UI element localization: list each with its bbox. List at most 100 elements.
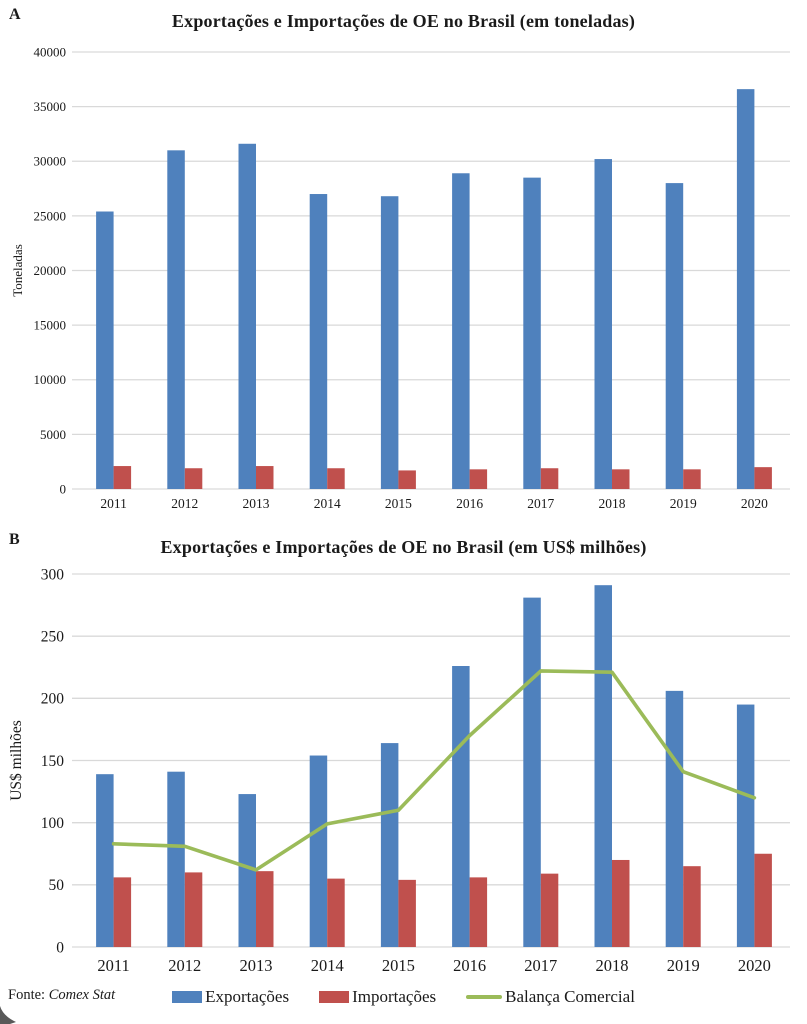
bar-importacoes-2019 xyxy=(683,469,701,489)
x-tick-label: 2011 xyxy=(97,956,129,975)
y-tick-label: 40000 xyxy=(34,44,67,59)
source-name: Comex Stat xyxy=(48,987,116,1003)
bar-importacoes-2020 xyxy=(754,467,772,489)
bar-exportacoes-2014 xyxy=(309,755,328,947)
page-curl-artifact-icon xyxy=(0,1006,16,1024)
source-note: Fonte: Comex Stat xyxy=(8,987,115,1004)
y-tick-label: 15000 xyxy=(34,318,67,333)
bar-importacoes-2014 xyxy=(327,468,345,489)
bar-exportacoes-2012 xyxy=(167,771,185,947)
x-tick-label: 2013 xyxy=(243,496,270,511)
bar-importacoes-2012 xyxy=(184,872,203,947)
legend-label-importacoes: Importações xyxy=(352,987,437,1006)
y-tick-label: 20000 xyxy=(34,263,67,278)
y-axis-title: US$ milhões xyxy=(8,720,25,801)
bar-importacoes-2013 xyxy=(256,871,274,947)
x-tick-label: 2018 xyxy=(599,496,626,511)
bar-exportacoes-2016 xyxy=(452,666,470,947)
bar-importacoes-2017 xyxy=(540,873,559,947)
bar-exportacoes-2011 xyxy=(96,211,114,489)
bar-exportacoes-2020 xyxy=(736,89,755,490)
x-tick-label: 2012 xyxy=(168,956,201,975)
bar-importacoes-2013 xyxy=(256,466,274,489)
bar-exportacoes-2012 xyxy=(167,150,185,489)
panel-b-label: B xyxy=(9,531,20,548)
y-tick-label: 35000 xyxy=(34,99,67,114)
legend-item-balanca: Balança Comercial xyxy=(466,987,635,1007)
y-tick-label: 100 xyxy=(41,815,65,832)
x-tick-label: 2018 xyxy=(596,956,629,975)
bar-exportacoes-2016 xyxy=(452,173,470,489)
balanca-comercial-line xyxy=(111,669,757,872)
bar-importacoes-2019 xyxy=(683,866,701,947)
legend-item-importacoes: Importações xyxy=(319,987,436,1007)
y-tick-label: 200 xyxy=(41,691,65,708)
x-tick-label: 2017 xyxy=(527,496,554,511)
y-tick-label: 0 xyxy=(56,939,64,956)
bar-exportacoes-2018 xyxy=(594,585,612,947)
bar-exportacoes-2013 xyxy=(238,143,256,489)
x-tick-label: 2015 xyxy=(382,956,415,975)
bar-exportacoes-2017 xyxy=(523,597,541,947)
bar-exportacoes-2015 xyxy=(380,743,399,947)
chart-b-canvas: 0 50 100 150 200 250 300 US$ milhões 2011 2012 201… xyxy=(8,566,790,975)
bar-exportacoes-2015 xyxy=(380,196,399,489)
x-tick-label: 2012 xyxy=(171,496,198,511)
source-prefix: Fonte: xyxy=(8,987,46,1003)
x-tick-label: 2016 xyxy=(456,496,483,511)
panel-a-label: A xyxy=(9,6,21,23)
x-tick-label: 2016 xyxy=(453,956,486,975)
chart-a-title: Exportações e Importações de OE no Brasi… xyxy=(171,11,636,31)
bar-importacoes-2012 xyxy=(184,468,203,489)
y-tick-label: 25000 xyxy=(34,208,67,223)
x-tick-label: 2019 xyxy=(670,496,697,511)
y-tick-label: 0 xyxy=(60,481,67,496)
bar-exportacoes-2017 xyxy=(523,177,541,489)
x-tick-label: 2015 xyxy=(385,496,412,511)
y-tick-label: 10000 xyxy=(34,372,67,387)
importacoes-bar-swatch-icon xyxy=(319,991,350,1003)
bar-exportacoes-2011 xyxy=(96,774,114,947)
bar-importacoes-2020 xyxy=(754,853,772,947)
bar-importacoes-2015 xyxy=(398,470,416,489)
footer: Fonte: Comex Stat Exportações Importaçõe… xyxy=(0,983,807,1015)
y-tick-label: 150 xyxy=(41,753,65,770)
y-axis-title: Toneladas xyxy=(10,244,25,297)
bar-exportacoes-2019 xyxy=(665,183,684,489)
y-tick-label: 30000 xyxy=(34,154,67,169)
chart-a-canvas: 0 5000 10000 15000 20000 25000 30000 35000 40000… xyxy=(10,44,790,511)
y-tick-label: 300 xyxy=(41,566,65,583)
x-tick-label: 2013 xyxy=(240,956,273,975)
bar-importacoes-2017 xyxy=(540,468,559,489)
chart-b-title: Exportações e Importações de OE no Brasi… xyxy=(160,537,647,557)
bar-importacoes-2015 xyxy=(398,879,416,947)
bar-exportacoes-2018 xyxy=(594,159,612,489)
bar-importacoes-2016 xyxy=(469,469,488,489)
balanca-line-swatch-icon xyxy=(466,995,503,999)
bar-exportacoes-2014 xyxy=(309,194,328,489)
x-tick-label: 2017 xyxy=(524,956,557,975)
bar-exportacoes-2020 xyxy=(736,704,755,947)
y-tick-label: 250 xyxy=(41,628,65,645)
bar-exportacoes-2013 xyxy=(238,794,256,947)
x-tick-label: 2020 xyxy=(741,496,768,511)
bar-importacoes-2016 xyxy=(469,877,488,947)
bar-importacoes-2018 xyxy=(612,859,630,947)
bar-importacoes-2011 xyxy=(113,466,132,489)
legend-label-exportacoes: Exportações xyxy=(205,987,290,1006)
x-tick-label: 2020 xyxy=(738,956,771,975)
y-tick-label: 50 xyxy=(49,877,65,894)
bar-importacoes-2018 xyxy=(612,469,630,489)
exportacoes-bar-swatch-icon xyxy=(172,991,203,1003)
x-tick-label: 2014 xyxy=(314,496,341,511)
y-tick-label: 5000 xyxy=(40,427,66,442)
chart-legend: Exportações Importações Balança Comercia… xyxy=(0,983,807,1011)
bar-importacoes-2014 xyxy=(327,878,345,947)
x-tick-label: 2011 xyxy=(100,496,127,511)
legend-label-balanca: Balança Comercial xyxy=(505,987,635,1006)
x-tick-label: 2014 xyxy=(311,956,344,975)
bar-exportacoes-2019 xyxy=(665,690,684,947)
legend-item-exportacoes: Exportações xyxy=(172,987,289,1007)
bar-importacoes-2011 xyxy=(113,877,132,947)
x-tick-label: 2019 xyxy=(667,956,700,975)
